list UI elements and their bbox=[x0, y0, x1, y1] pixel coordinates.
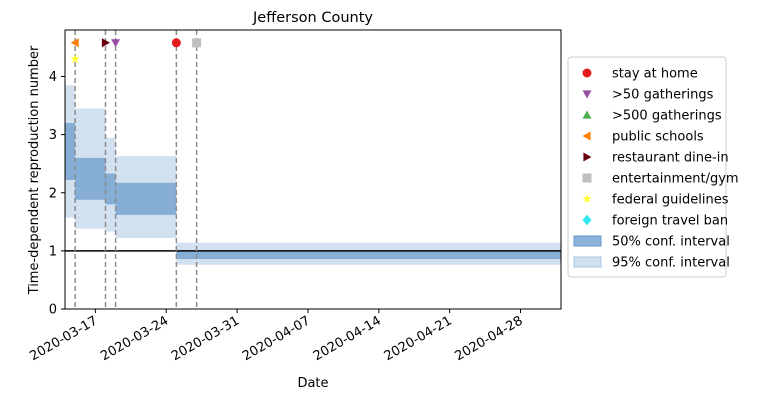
legend: stay at home >50 gatherings >500 gathering… bbox=[567, 56, 739, 278]
x-axis-label: Date bbox=[297, 376, 328, 391]
plot-area: 012342020-03-172020-03-242020-03-312020-… bbox=[27, 29, 562, 364]
x-tick-label-0: 2020-03-17 bbox=[27, 313, 100, 364]
legend-swatch-ci50 bbox=[573, 235, 602, 247]
ci50-band-4 bbox=[176, 250, 561, 260]
plot-frame bbox=[64, 29, 562, 310]
legend-label-4: restaurant dine-in bbox=[612, 151, 729, 166]
legend-label-5: entertainment/gym bbox=[612, 172, 739, 187]
legend-marker-0 bbox=[582, 68, 592, 78]
legend-marker-6 bbox=[582, 194, 592, 203]
legend-marker-1 bbox=[582, 90, 592, 99]
ci50-band-3 bbox=[115, 182, 177, 215]
y-axis-label: Time-dependent reproduction number bbox=[27, 45, 42, 295]
legend-label-8: 50% conf. interval bbox=[612, 235, 730, 250]
intervention-marker-3 bbox=[70, 38, 79, 48]
y-tick-label-1: 1 bbox=[49, 244, 57, 259]
x-tick-label-1: 2020-03-24 bbox=[98, 313, 171, 364]
legend-marker-3 bbox=[582, 131, 591, 141]
y-tick-label-0: 0 bbox=[49, 303, 57, 318]
legend-label-2: >500 gatherings bbox=[612, 109, 722, 124]
chart-title: Jefferson County bbox=[252, 10, 373, 26]
legend-marker-5 bbox=[582, 173, 592, 183]
y-tick-label-2: 2 bbox=[49, 186, 57, 201]
y-tick-label-3: 3 bbox=[49, 128, 57, 143]
ci50-band-0 bbox=[65, 123, 76, 180]
ci50-band-1 bbox=[75, 157, 106, 200]
legend-marker-7 bbox=[582, 214, 592, 226]
legend-label-9: 95% conf. interval bbox=[612, 256, 730, 271]
legend-marker-2 bbox=[582, 110, 592, 119]
intervention-marker-4 bbox=[101, 38, 110, 48]
x-tick-label-3: 2020-04-07 bbox=[240, 313, 313, 364]
intervention-marker-1 bbox=[111, 39, 121, 48]
intervention-marker-0 bbox=[171, 38, 181, 48]
x-tick-label-4: 2020-04-14 bbox=[311, 313, 384, 364]
y-tick-label-4: 4 bbox=[49, 70, 57, 85]
x-tick-label-5: 2020-04-21 bbox=[382, 313, 455, 364]
intervention-marker-6 bbox=[70, 54, 80, 63]
ci50-band-2 bbox=[105, 173, 116, 205]
legend-box bbox=[567, 56, 727, 278]
legend-label-1: >50 gatherings bbox=[612, 88, 714, 103]
legend-label-7: foreign travel ban bbox=[612, 214, 728, 229]
x-tick-label-2: 2020-03-31 bbox=[169, 313, 242, 364]
legend-label-6: federal guidelines bbox=[612, 193, 729, 208]
legend-marker-4 bbox=[583, 152, 592, 162]
legend-label-0: stay at home bbox=[612, 67, 698, 82]
x-tick-label-6: 2020-04-28 bbox=[453, 313, 526, 364]
legend-swatch-ci95 bbox=[573, 256, 602, 268]
intervention-marker-5 bbox=[192, 38, 202, 48]
legend-label-3: public schools bbox=[612, 130, 704, 145]
plot-inner bbox=[65, 30, 561, 309]
